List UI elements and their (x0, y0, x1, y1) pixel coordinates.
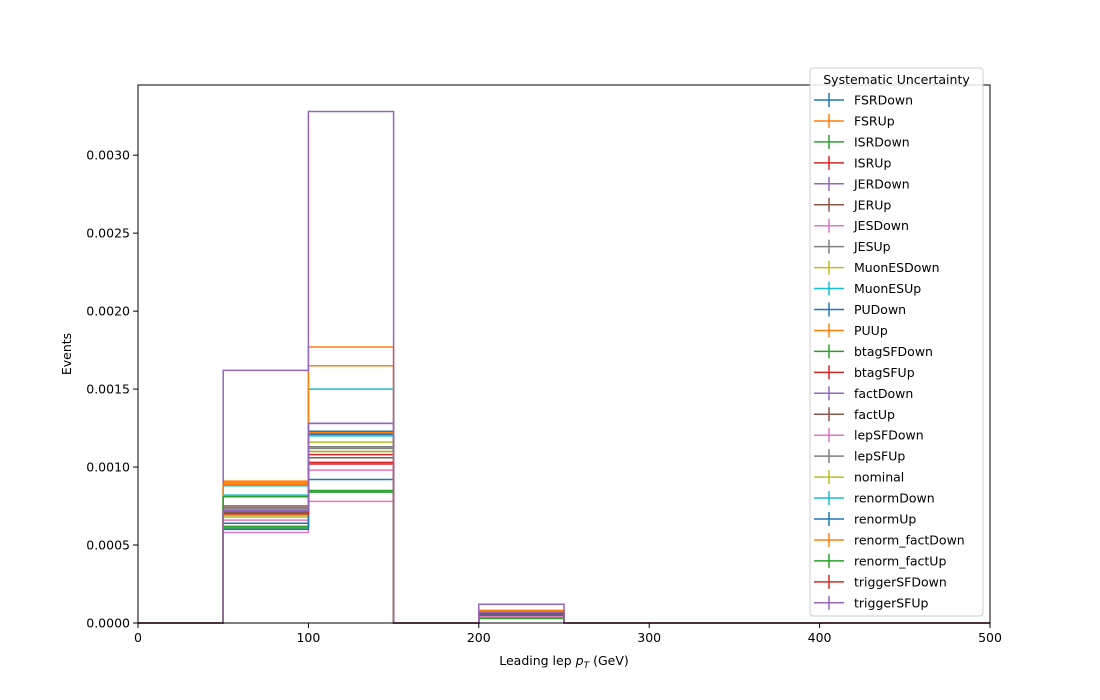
x-axis-label-unit: (GeV) (593, 653, 629, 668)
legend-entry: btagSFUp (814, 365, 915, 380)
y-tick-label: 0.0025 (86, 226, 130, 241)
legend-box (809, 67, 984, 617)
x-tick-label: 200 (467, 630, 491, 645)
legend-label: renorm_factUp (854, 553, 946, 568)
y-tick-label: 0.0000 (86, 616, 130, 631)
legend-label: factUp (854, 407, 895, 422)
legend-entry: MuonESUp (814, 281, 921, 296)
legend-label: FSRDown (854, 93, 913, 108)
legend-entry: lepSFUp (814, 449, 905, 464)
legend-label: btagSFUp (854, 365, 915, 380)
legend-label: ISRUp (854, 155, 891, 170)
x-axis-label-symbol: p (575, 653, 584, 668)
legend-entry: PUDown (814, 302, 906, 317)
legend-label: renormUp (854, 512, 916, 527)
legend-entry: FSRDown (814, 93, 913, 108)
legend-label: factDown (854, 386, 913, 401)
x-tick-label: 400 (808, 630, 832, 645)
legend-entry: ISRDown (814, 134, 910, 149)
legend-title: Systematic Uncertainty (823, 72, 970, 87)
y-tick-label: 0.0030 (86, 148, 130, 163)
legend-label: btagSFDown (854, 344, 933, 359)
legend-label: nominal (854, 470, 904, 485)
legend-entry: nominal (814, 470, 904, 485)
legend-label: renorm_factDown (854, 532, 965, 547)
legend-entry: lepSFDown (814, 428, 924, 443)
legend-label: MuonESUp (854, 281, 921, 296)
legend-label: lepSFDown (854, 428, 924, 443)
x-tick-label: 100 (296, 630, 320, 645)
legend-label: triggerSFUp (854, 595, 928, 610)
legend-entry: renorm_factDown (814, 532, 965, 547)
x-tick-label: 300 (637, 630, 661, 645)
x-axis-label-subscript: T (584, 661, 591, 671)
x-tick-label: 0 (134, 630, 142, 645)
axes: 0 100 200 300 400 500 0.0000 0.0005 0.0010 0.0015… (59, 84, 1002, 671)
y-tick-label: 0.0015 (86, 382, 130, 397)
y-tick-label: 0.0010 (86, 460, 130, 475)
legend-entry: JERDown (814, 176, 910, 191)
legend-label: ISRDown (854, 134, 910, 149)
legend-entry: FSRUp (814, 113, 895, 128)
y-tick-label: 0.0020 (86, 304, 130, 319)
legend-entry: factUp (814, 407, 895, 422)
legend-entry: JESDown (814, 218, 909, 233)
legend-entry: triggerSFDown (814, 574, 947, 589)
legend-label: PUDown (854, 302, 906, 317)
legend-entry: factDown (814, 386, 913, 401)
legend-entry: renormUp (814, 512, 916, 527)
legend: Systematic Uncertainty FSRDown FSRUp ISRDow… (809, 67, 984, 617)
legend-label: FSRUp (854, 113, 895, 128)
x-axis-label-text: Leading lep (499, 653, 571, 668)
legend-entry: JERUp (814, 197, 891, 212)
y-axis-label: Events (59, 333, 74, 375)
legend-label: JESUp (853, 239, 891, 254)
legend-entry: PUUp (814, 323, 888, 338)
legend-entry: JESUp (814, 239, 891, 254)
legend-entry: MuonESDown (814, 260, 940, 275)
y-tick-label: 0.0005 (86, 538, 130, 553)
legend-label: MuonESDown (854, 260, 940, 275)
legend-label: JESDown (853, 218, 909, 233)
legend-label: PUUp (854, 323, 888, 338)
legend-label: JERDown (853, 176, 910, 191)
axes-frame (137, 84, 991, 624)
legend-label: triggerSFDown (854, 574, 947, 589)
x-axis-label: Leading lep pT (GeV) (499, 653, 629, 671)
legend-entry: renormDown (814, 491, 935, 506)
legend-entry: triggerSFUp (814, 595, 928, 610)
legend-entry: ISRUp (814, 155, 891, 170)
legend-label: JERUp (853, 197, 891, 212)
legend-entry: btagSFDown (814, 344, 933, 359)
legend-label: lepSFUp (854, 449, 905, 464)
x-tick-label: 500 (978, 630, 1002, 645)
legend-label: renormDown (854, 491, 935, 506)
legend-entry: renorm_factUp (814, 553, 946, 568)
